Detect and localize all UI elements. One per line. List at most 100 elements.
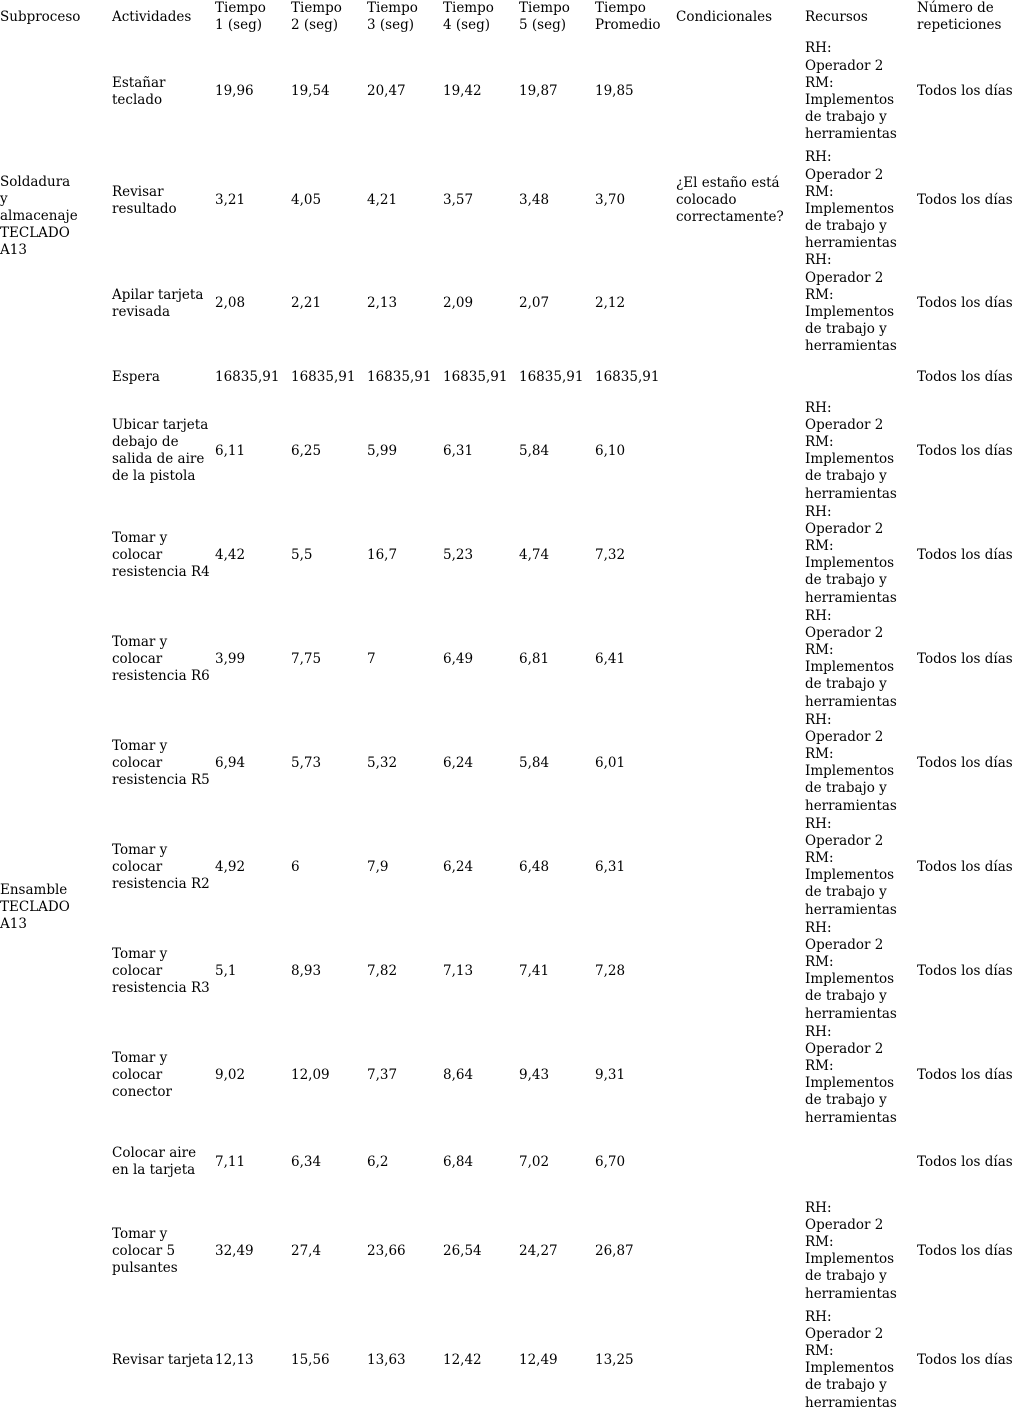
tiempo-4-cell-text: 6,24 [443,754,474,771]
tiempo-3-cell: 16,7 [367,503,443,607]
tiempo-3-cell: 4,21 [367,149,443,252]
tiempo-5-cell-text: 12,49 [519,1351,558,1368]
column-header-tiempo-4: Tiempo 4 (seg) [443,0,494,34]
tiempo-3-cell: 7,37 [367,1023,443,1127]
tiempo-promedio-cell: 6,31 [595,815,676,919]
tiempo-1-cell: 3,21 [215,149,291,252]
activity-cell-text: Revisar tarjeta [112,1351,214,1368]
recursos-cell: RH: Operador 2 RM: Implementos de trabaj… [805,34,917,149]
recursos-cell-text: RH: Operador 2 RM: Implementos de trabaj… [805,149,897,252]
activity-cell: Espera [112,355,215,399]
tiempo-promedio-cell: 13,25 [595,1305,676,1415]
recursos-cell-text: RH: Operador 2 RM: Implementos de trabaj… [805,815,897,918]
condicional-cell [676,1127,805,1197]
tiempo-4-cell: 16835,91 [443,355,519,399]
repeticiones-cell: Todos los días [917,34,1028,149]
activity-cell: Tomar y colocar resistencia R4 [112,503,215,607]
tiempo-1-cell-text: 19,96 [215,83,254,100]
tiempo-3-cell-text: 7,37 [367,1066,398,1083]
tiempo-promedio-cell-text: 26,87 [595,1242,634,1259]
tiempo-promedio-cell-text: 6,10 [595,442,626,459]
tiempo-1-cell: 3,99 [215,607,291,711]
tiempo-5-cell-text: 3,48 [519,192,550,209]
tiempo-2-cell-text: 27,4 [291,1242,322,1259]
tiempo-4-cell: 2,09 [443,252,519,355]
repeticiones-cell-text: Todos los días [917,1066,1013,1083]
table-row: Revisar resultado 3,21 4,05 4,21 3,57 3,48 3,7… [0,149,1028,252]
tiempo-5-cell: 3,48 [519,149,595,252]
tiempo-4-cell-text: 16835,91 [443,368,508,385]
tiempo-2-cell-text: 15,56 [291,1351,330,1368]
repeticiones-cell-text: Todos los días [917,83,1013,100]
tiempo-4-cell-text: 8,64 [443,1066,474,1083]
tiempo-3-cell-text: 4,21 [367,192,398,209]
tiempo-2-cell: 27,4 [291,1197,367,1305]
table-row: Tomar y colocar conector 9,02 12,09 7,37 8,6… [0,1023,1028,1127]
tiempo-1-cell: 4,92 [215,815,291,919]
tiempo-3-cell-text: 13,63 [367,1351,406,1368]
tiempo-3-cell-text: 5,32 [367,754,398,771]
tiempo-4-cell: 7,13 [443,919,519,1023]
condicional-cell [676,399,805,503]
condicional-cell [676,503,805,607]
table-body: Soldadura y almacenaje TECLADO A13 Estaña… [0,34,1028,1415]
tiempo-2-cell: 15,56 [291,1305,367,1415]
tiempo-promedio-cell: 16835,91 [595,355,676,399]
recursos-cell: RH: Operador 2 RM: Implementos de trabaj… [805,1197,917,1305]
table-row: Tomar y colocar resistencia R2 4,92 6 7,9 6,… [0,815,1028,919]
tiempo-2-cell-text: 6,25 [291,442,322,459]
tiempo-3-cell: 7,82 [367,919,443,1023]
condicional-cell-text: ¿El estaño está colocado correctamente? [676,175,784,226]
repeticiones-cell: Todos los días [917,1305,1028,1415]
activity-cell-text: Tomar y colocar resistencia R5 [112,737,210,788]
activity-cell-text: Tomar y colocar resistencia R6 [112,633,210,684]
repeticiones-cell: Todos los días [917,1127,1028,1197]
tiempo-5-cell-text: 16835,91 [519,368,584,385]
recursos-cell-text: RH: Operador 2 RM: Implementos de trabaj… [805,399,897,502]
tiempo-5-cell-text: 9,43 [519,1066,550,1083]
tiempo-2-cell: 4,05 [291,149,367,252]
tiempo-promedio-cell-text: 7,28 [595,962,626,979]
recursos-cell-text: RH: Operador 2 RM: Implementos de trabaj… [805,40,897,143]
tiempo-3-cell-text: 7 [367,650,376,667]
tiempo-5-cell-text: 4,74 [519,546,550,563]
tiempo-promedio-cell-text: 6,01 [595,754,626,771]
tiempo-2-cell-text: 8,93 [291,962,322,979]
tiempo-4-cell-text: 6,24 [443,858,474,875]
tiempo-5-cell: 6,81 [519,607,595,711]
tiempo-4-cell-text: 6,31 [443,442,474,459]
recursos-cell-text: RH: Operador 2 RM: Implementos de trabaj… [805,919,897,1022]
tiempo-4-cell-text: 12,42 [443,1351,482,1368]
table-row: Tomar y colocar 5 pulsantes 32,49 27,4 23,6… [0,1197,1028,1305]
tiempo-4-cell-text: 6,49 [443,650,474,667]
tiempo-2-cell: 2,21 [291,252,367,355]
repeticiones-cell-text: Todos los días [917,368,1013,385]
repeticiones-cell-text: Todos los días [917,1153,1013,1170]
subprocess-cell: Ensamble TECLADO A13 [0,399,112,1415]
recursos-cell: RH: Operador 2 RM: Implementos de trabaj… [805,252,917,355]
condicional-cell [676,815,805,919]
repeticiones-cell-text: Todos los días [917,858,1013,875]
tiempo-5-cell-text: 2,07 [519,295,550,312]
tiempo-5-cell-text: 6,48 [519,858,550,875]
tiempo-promedio-cell-text: 6,70 [595,1153,626,1170]
activity-cell-text: Tomar y colocar conector [112,1049,172,1100]
tiempo-1-cell: 5,1 [215,919,291,1023]
repeticiones-cell: Todos los días [917,503,1028,607]
repeticiones-cell-text: Todos los días [917,546,1013,563]
tiempo-4-cell-text: 7,13 [443,962,474,979]
tiempo-2-cell-text: 16835,91 [291,368,356,385]
activity-cell-text: Tomar y colocar resistencia R3 [112,945,210,996]
tiempo-promedio-cell-text: 6,31 [595,858,626,875]
tiempo-promedio-cell: 2,12 [595,252,676,355]
tiempo-1-cell-text: 4,42 [215,546,246,563]
tiempo-3-cell-text: 16835,91 [367,368,432,385]
column-header-recursos: Recursos [805,8,868,25]
activity-cell: Tomar y colocar resistencia R6 [112,607,215,711]
tiempo-promedio-cell-text: 2,12 [595,295,626,312]
activity-cell-text: Tomar y colocar resistencia R4 [112,529,210,580]
column-header-subproceso: Subproceso [0,8,81,25]
table-row: Tomar y colocar resistencia R6 3,99 7,75 7 6… [0,607,1028,711]
tiempo-2-cell: 5,5 [291,503,367,607]
